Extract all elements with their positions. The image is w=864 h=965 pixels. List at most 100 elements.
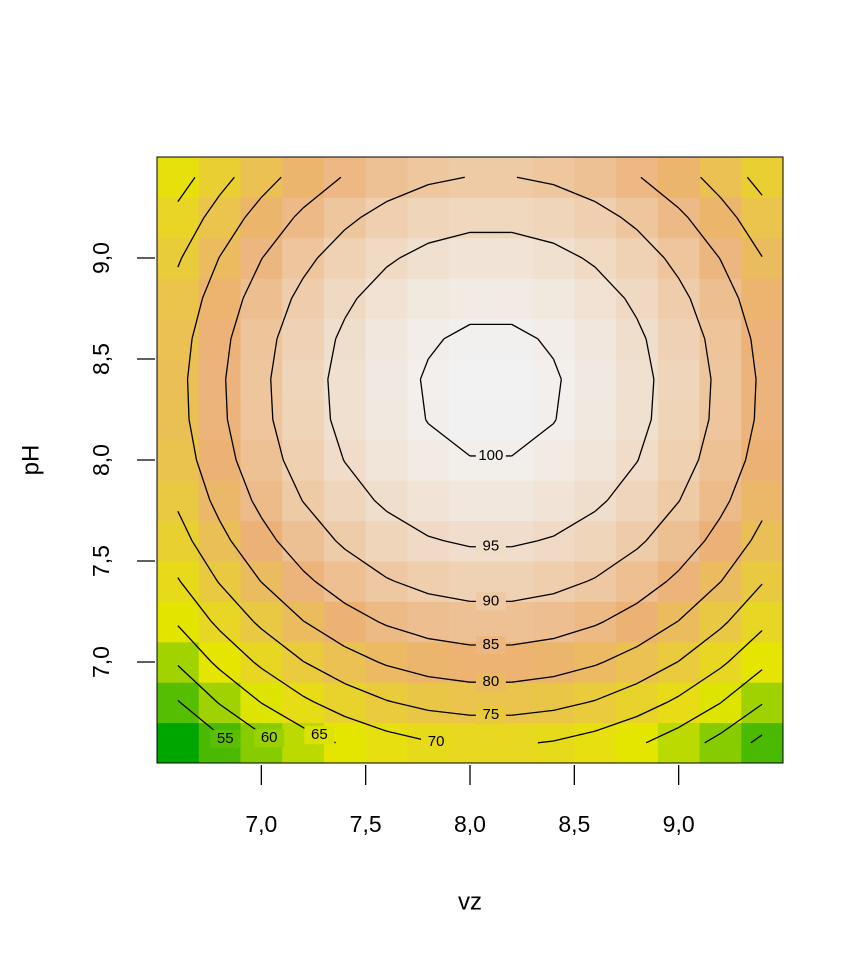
heatmap-cell: [282, 237, 325, 279]
contour-line: [587, 699, 596, 704]
contour-label-bg: [475, 592, 506, 611]
heatmap-cell: [616, 480, 659, 522]
contour-line: [719, 500, 731, 518]
contour-line: [260, 628, 304, 662]
heatmap-cell: [323, 278, 367, 320]
heatmap-cell: [365, 399, 408, 441]
contour-line: [261, 217, 295, 259]
contour-line: [738, 298, 752, 339]
heatmap-cell: [198, 197, 241, 239]
contour-line: [230, 540, 261, 582]
heatmap-cell: [574, 480, 617, 522]
x-tick-label: 7,0: [245, 811, 277, 837]
heatmap-cell: [532, 601, 575, 643]
heatmap-cell: [699, 197, 742, 239]
y-tick-label: 7,0: [88, 646, 114, 678]
contour-line: [636, 229, 665, 259]
heatmap-cell: [574, 520, 617, 562]
heatmap-cell: [240, 641, 283, 683]
heatmap-cell: [741, 682, 784, 724]
contour-label-bg: [475, 673, 506, 692]
heatmap-cell: [282, 318, 325, 360]
heatmap-cell: [616, 561, 659, 602]
contour-line: [270, 338, 278, 380]
contour-line: [428, 675, 471, 683]
heatmap-cell: [741, 359, 784, 400]
heatmap-cell: [532, 480, 575, 522]
contour-line: [727, 630, 763, 663]
heatmap-cell: [616, 157, 659, 198]
heatmap-cell: [657, 561, 701, 602]
contour-line: [719, 580, 722, 583]
heatmap-cell: [323, 480, 367, 522]
heatmap-cell: [157, 278, 200, 320]
contour-line: [678, 540, 706, 571]
contour-line: [606, 461, 638, 501]
contour-line: [603, 602, 638, 623]
heatmap-cell: [365, 682, 408, 724]
contour-line: [276, 298, 293, 340]
heatmap-cell: [365, 359, 408, 400]
contour-line: [344, 548, 387, 579]
contour-line: [720, 540, 752, 582]
contour-line: [203, 194, 221, 218]
contour-line: [666, 695, 679, 703]
contour-line: [640, 176, 680, 209]
contour-line: [678, 207, 689, 219]
contour-line: [678, 702, 721, 729]
contour-line: [302, 660, 305, 663]
heatmap-cell: [407, 641, 450, 683]
contour-line: [428, 231, 471, 244]
heatmap-cell: [323, 520, 367, 562]
contour-line: [356, 266, 388, 299]
contour-line: [304, 661, 346, 685]
x-tick-label: 8,5: [558, 811, 590, 837]
contour-line: [443, 323, 471, 340]
contour-line: [225, 338, 232, 380]
heatmap-cell: [157, 399, 200, 441]
contour-line: [260, 257, 263, 261]
heatmap-cell: [240, 197, 283, 239]
contour-line: [177, 257, 183, 268]
heatmap-cell: [449, 157, 492, 198]
contour-labels: 55 60 65 70 75 80 85 90 95 100: [210, 447, 506, 751]
contour-line: [704, 733, 721, 744]
contour-line: [219, 703, 262, 735]
contour-line: [226, 419, 237, 461]
y-axis-label: pH: [17, 445, 44, 476]
contour-line: [636, 459, 639, 463]
contour-line: [720, 669, 763, 703]
heatmap-cell: [198, 278, 241, 320]
contour-line: [218, 256, 221, 259]
contour-line: [186, 379, 190, 420]
heatmap-cell: [240, 278, 283, 320]
contour-line: [553, 664, 596, 678]
heatmap-cell: [741, 561, 784, 602]
heatmap-cell: [198, 561, 241, 602]
heatmap-cell: [699, 359, 742, 400]
contour-line: [386, 184, 429, 203]
heatmap-cell: [657, 278, 701, 320]
heatmap-cell: [741, 520, 784, 562]
y-tick-label: 8,5: [88, 343, 114, 375]
heatmap-cell: [157, 561, 200, 602]
contour-line: [216, 580, 221, 585]
contour-line: [344, 602, 379, 623]
contour-line: [195, 459, 211, 501]
x-tick-label: 8,0: [454, 811, 486, 837]
contour-line: [679, 459, 700, 501]
contour-line: [386, 699, 395, 704]
heatmap-cell: [157, 318, 200, 360]
contour-line: [736, 217, 763, 258]
heatmap-cell: [365, 237, 408, 279]
contour-line: [746, 176, 763, 196]
heatmap-cell: [407, 278, 450, 320]
contour-line: [302, 570, 316, 582]
heatmap-cell: [657, 157, 701, 198]
y-tick-label: 7,5: [88, 545, 114, 577]
heatmap-cell: [282, 197, 325, 239]
heatmap-cell: [198, 237, 241, 279]
contour-label: 90: [483, 592, 500, 609]
contour-line: [645, 338, 655, 380]
contour-line: [293, 207, 304, 219]
